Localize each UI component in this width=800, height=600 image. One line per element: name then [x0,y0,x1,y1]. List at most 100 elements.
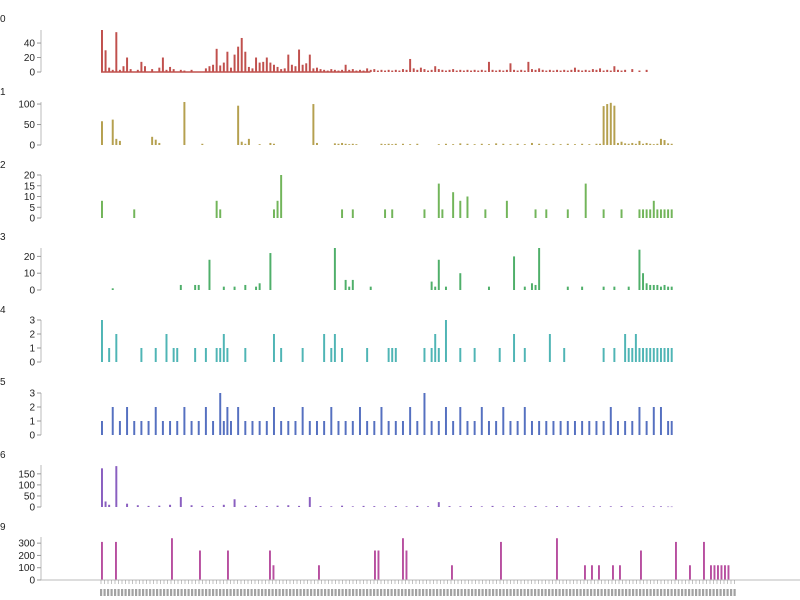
bar-4-94 [437,348,440,362]
bar-9-130 [556,538,558,580]
x-tick-label-180 [730,589,733,596]
bar-0-70 [351,69,354,72]
x-tick-label-102 [457,589,460,596]
bar-3-47 [269,253,272,290]
bar-3-43 [255,286,258,290]
bar-3-118 [523,286,526,290]
bar-1-3 [111,119,114,145]
bar-3-115 [513,256,516,290]
bar-5-92 [430,421,433,435]
bar-4-152 [645,348,648,362]
bar-0-99 [455,70,458,72]
x-tick-label-127 [544,589,547,596]
bar-0-54 [294,66,297,72]
bar-0-148 [631,69,634,72]
bar-0-126 [552,70,555,72]
x-tick-label-15 [152,589,155,596]
x-tick-label-23 [180,589,183,596]
bar-5-134 [581,421,584,435]
x-tick-label-125 [537,589,540,596]
bar-6-28 [201,505,204,507]
bar-5-36 [229,421,232,435]
bar-3-93 [434,286,437,290]
bar-9-168 [689,565,691,580]
bar-4-118 [523,348,526,362]
bar-4-153 [649,348,652,362]
bar-5-104 [473,421,476,435]
bar-3-158 [667,286,670,290]
x-tick-label-58 [303,589,306,596]
x-tick-label-177 [719,589,722,596]
x-tick-label-136 [576,589,579,596]
bar-4-158 [667,348,670,362]
x-tick-label-77 [369,589,372,596]
bar-2-95 [441,209,444,218]
bar-3-154 [652,284,655,290]
bar-5-158 [667,421,670,435]
bar-3-34 [222,286,225,290]
y-tick-label-6-0: 0 [29,503,35,514]
x-tick-label-97 [439,589,442,596]
x-tick-label-22 [177,589,180,596]
bar-6-154 [652,506,655,507]
bar-5-66 [337,421,340,435]
bar-1-67 [341,142,344,145]
bar-1-132 [573,144,576,145]
bar-0-124 [545,70,548,72]
bar-1-136 [588,144,591,145]
bar-5-25 [190,421,193,435]
bar-6-19 [169,504,172,507]
x-tick-label-21 [173,589,176,596]
bar-0-68 [344,64,347,72]
bar-6-124 [545,506,548,507]
y-tick-label-2-15: 15 [24,181,36,192]
bar-0-18 [165,69,168,72]
x-tick-label-124 [534,589,537,596]
y-tick-label-3-20: 20 [24,252,36,263]
bar-5-7 [126,407,129,435]
x-tick-label-9 [131,589,134,596]
x-tick-label-46 [261,589,264,596]
bar-0-122 [538,68,541,72]
bar-1-80 [387,143,390,145]
bar-6-109 [491,505,494,507]
bar-1-78 [380,143,383,145]
x-tick-label-129 [551,589,554,596]
x-tick-label-5 [117,589,120,596]
bar-1-108 [487,144,490,145]
bar-6-121 [534,506,537,507]
bar-3-130 [566,286,569,290]
bar-5-74 [366,421,369,435]
bar-1-4 [115,138,118,145]
bar-5-34 [222,421,225,435]
bar-1-151 [642,143,645,145]
x-tick-label-144 [604,589,607,596]
bar-1-81 [391,144,394,145]
bar-2-49 [276,200,279,218]
bar-0-98 [452,69,455,72]
row-4: 4 0 1 2 3 [0,305,673,369]
bar-4-96 [444,320,447,362]
bar-1-120 [530,142,533,145]
bar-4-33 [219,348,222,362]
bar-0-136 [588,70,591,72]
bar-0-87 [412,68,415,72]
bar-1-82 [394,143,397,145]
bar-6-40 [244,505,247,507]
x-tick-label-71 [348,589,351,596]
bar-3-121 [534,284,537,290]
bar-1-86 [409,144,412,145]
bar-9-178 [724,565,726,580]
bar-5-5 [118,421,121,435]
x-tick-label-87 [404,589,407,596]
bar-0-109 [491,69,494,72]
x-tick-label-137 [579,589,582,596]
bar-1-118 [523,144,526,145]
bar-3-92 [430,281,433,290]
bar-5-58 [308,421,311,435]
bar-0-75 [369,69,372,72]
bar-2-81 [391,209,394,218]
bar-3-120 [530,283,533,290]
bar-0-49 [276,66,279,72]
